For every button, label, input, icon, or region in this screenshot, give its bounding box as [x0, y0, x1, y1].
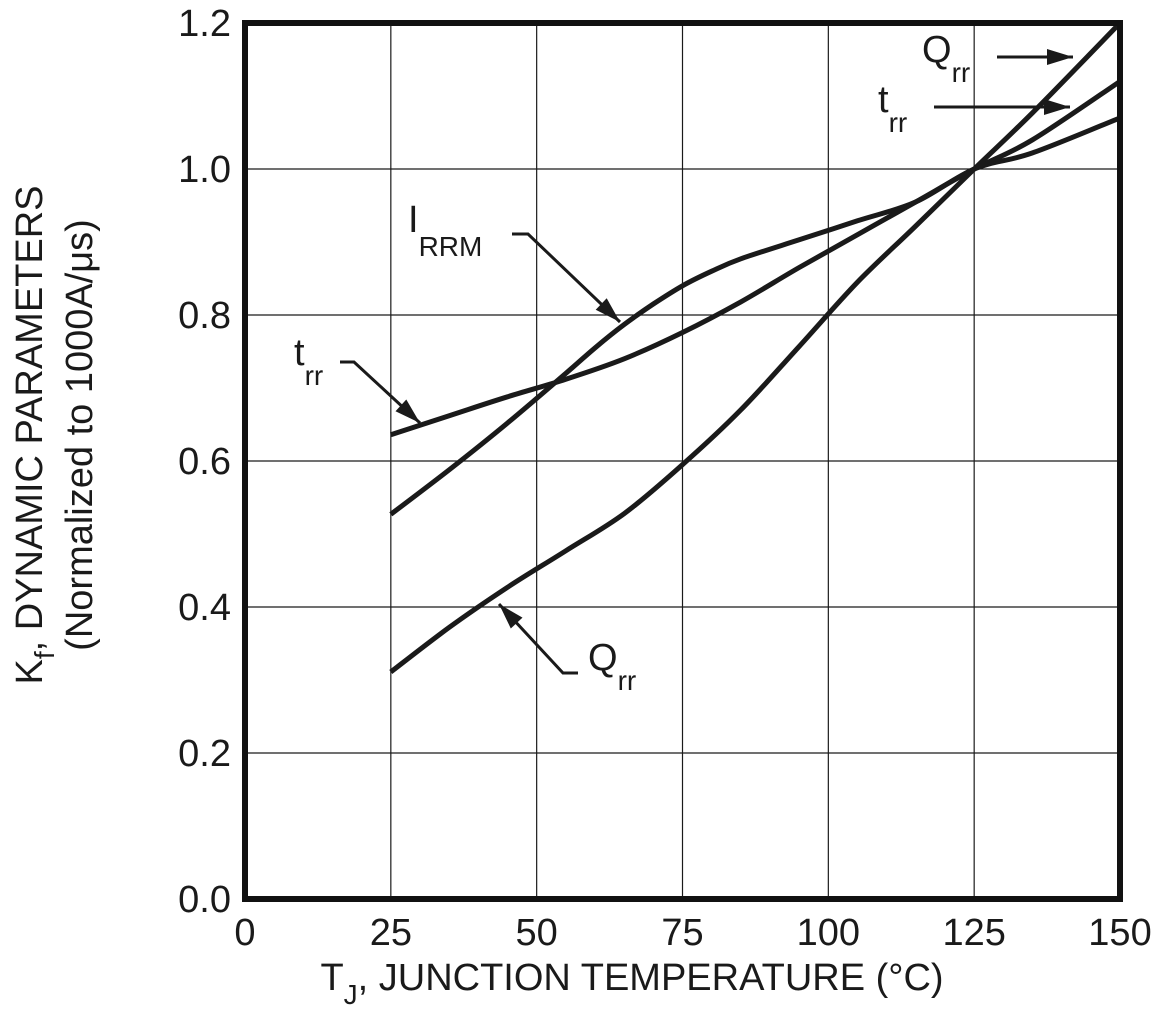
annotation-arrowhead — [1044, 99, 1070, 115]
y-tick-label: 0.2 — [178, 733, 231, 775]
y-tick-label: 0.8 — [178, 295, 231, 337]
annotation-qrr-bottom: Qrr — [497, 602, 636, 696]
annotation-leader — [512, 232, 622, 324]
annotation-label: Qrr — [922, 29, 970, 88]
x-tick-label: 50 — [516, 912, 558, 954]
y-tick-label: 1.2 — [178, 3, 231, 45]
annotation-qrr-top: Qrr — [922, 29, 1073, 88]
annotation-arrowhead — [499, 604, 523, 629]
y-tick-label: 1.0 — [178, 149, 231, 191]
y-tick-label: 0.4 — [178, 587, 231, 629]
annotation-arrowhead — [395, 399, 420, 423]
y-tick-label: 0.6 — [178, 441, 231, 483]
series-line-qrr — [389, 21, 1122, 674]
annotation-trr-top: trr — [878, 79, 1070, 138]
y-tick-label: 0.0 — [178, 879, 231, 921]
x-tick-label: 125 — [942, 912, 1005, 954]
x-tick-label: 150 — [1088, 912, 1151, 954]
x-tick-label: 75 — [661, 912, 703, 954]
x-tick-label: 25 — [370, 912, 412, 954]
x-axis-title: TJ, JUNCTION TEMPERATURE (°C) — [320, 957, 943, 1010]
plot-frame — [242, 20, 1123, 902]
annotation-trr-left: trr — [294, 332, 422, 425]
x-tick-label: 0 — [234, 912, 255, 954]
annotation-label: IRRM — [408, 199, 482, 262]
annotation-irrm: IRRM — [408, 199, 622, 324]
y-axis-title: Kf, DYNAMIC PARAMETERS (Normalized to 10… — [9, 185, 101, 684]
series-line-irrm — [389, 115, 1121, 517]
series-line-trr — [390, 79, 1122, 438]
annotation-label: Qrr — [588, 637, 636, 696]
annotation-label: trr — [878, 79, 907, 138]
annotation-arrowhead — [595, 298, 620, 322]
x-tick-label: 100 — [797, 912, 860, 954]
annotation-arrowhead — [1047, 49, 1073, 65]
y-axis-title-line1: Kf, DYNAMIC PARAMETERS — [9, 185, 60, 684]
series-lines — [389, 21, 1122, 674]
annotation-label: trr — [294, 332, 323, 391]
annotation-leader — [340, 360, 422, 425]
annotation-leader — [497, 602, 578, 675]
y-axis-title-line2: (Normalized to 1000A/μs) — [59, 219, 101, 651]
tick-labels: 0 25 50 75 100 125 150 0.0 0.2 0.4 0.6 0.8 1.0 1.2 — [178, 3, 1152, 954]
